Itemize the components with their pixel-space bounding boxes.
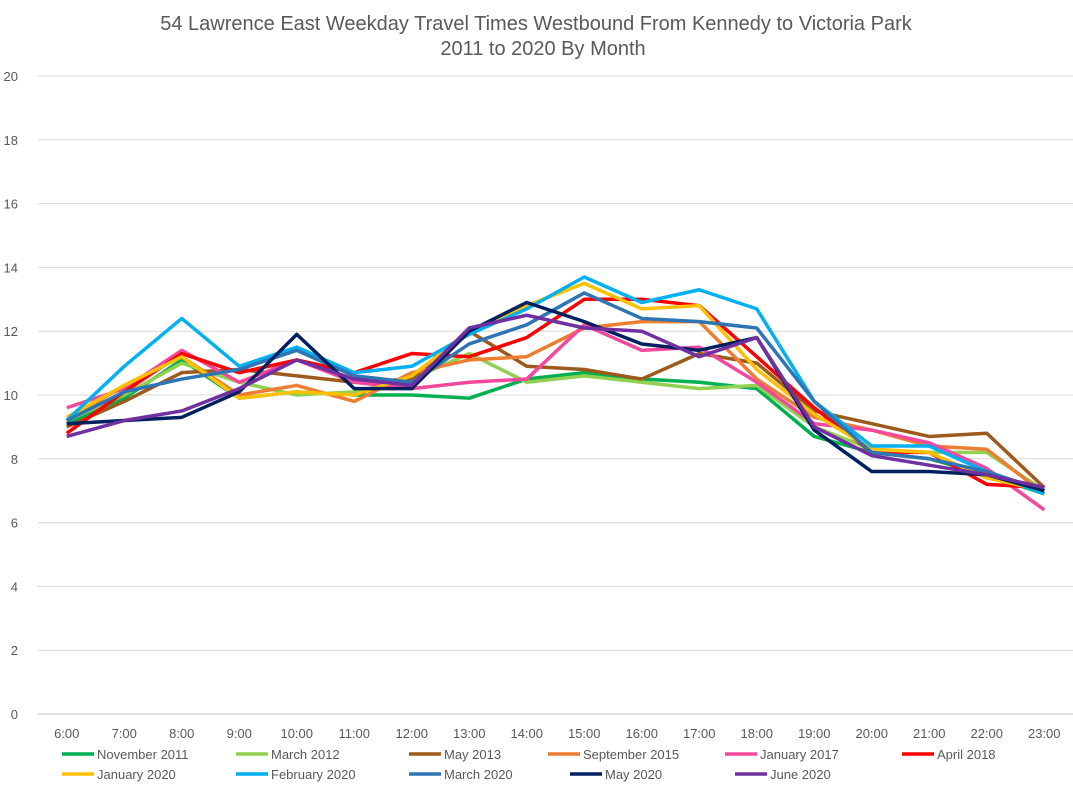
- series-line-february-2020: [65, 275, 1045, 496]
- legend-label: January 2020: [97, 767, 176, 782]
- legend-item: January 2020: [62, 767, 176, 782]
- legend-label: September 2015: [583, 747, 679, 762]
- series-line-june-2020: [66, 313, 1045, 490]
- x-tick-label: 19:00: [798, 726, 831, 741]
- legend-item: November 2011: [62, 747, 189, 762]
- x-tick-label: 7:00: [112, 726, 137, 741]
- y-tick-label: 8: [11, 452, 18, 467]
- legend-item: January 2017: [725, 747, 839, 762]
- series-line-may-2013: [66, 329, 1046, 489]
- legend-label: April 2018: [937, 747, 996, 762]
- series-line-september-2015: [65, 319, 1046, 496]
- legend-label: March 2020: [444, 767, 513, 782]
- x-tick-label: 16:00: [625, 726, 658, 741]
- y-tick-label: 10: [4, 388, 18, 403]
- y-tick-label: 2: [11, 643, 18, 658]
- legend-label: May 2013: [444, 747, 501, 762]
- legend-item: May 2020: [570, 767, 662, 782]
- x-tick-label: 21:00: [913, 726, 946, 741]
- x-tick-label: 10:00: [280, 726, 313, 741]
- x-tick-label: 17:00: [683, 726, 716, 741]
- chart-title-line1: 54 Lawrence East Weekday Travel Times We…: [160, 13, 912, 35]
- series-line-january-2017: [66, 323, 1046, 512]
- legend-item: May 2013: [409, 747, 501, 762]
- legend-label: November 2011: [97, 747, 189, 762]
- y-tick-label: 12: [4, 324, 18, 339]
- y-tick-label: 6: [11, 516, 18, 531]
- x-tick-label: 18:00: [740, 726, 773, 741]
- x-tick-label: 23:00: [1028, 726, 1061, 741]
- legend-item: February 2020: [236, 767, 356, 782]
- x-tick-label: 6:00: [54, 726, 79, 741]
- x-tick-label: 11:00: [338, 726, 370, 741]
- y-tick-label: 18: [4, 133, 18, 148]
- legend-item: September 2015: [548, 747, 679, 762]
- legend-label: March 2012: [271, 747, 340, 762]
- legend-label: May 2020: [605, 767, 662, 782]
- chart-title-line2: 2011 to 2020 By Month: [440, 38, 645, 60]
- x-tick-label: 15:00: [568, 726, 601, 741]
- legend-label: June 2020: [770, 767, 831, 782]
- legend-item: March 2012: [236, 747, 340, 762]
- x-tick-label: 13:00: [453, 726, 486, 741]
- y-tick-label: 16: [4, 197, 18, 212]
- legend-item: June 2020: [735, 767, 831, 782]
- x-tick-label: 20:00: [855, 726, 888, 741]
- y-tick-label: 20: [4, 69, 18, 84]
- x-tick-label: 12:00: [395, 726, 428, 741]
- x-tick-label: 14:00: [510, 726, 543, 741]
- x-tick-label: 8:00: [169, 726, 194, 741]
- legend-label: February 2020: [271, 767, 356, 782]
- y-tick-label: 14: [4, 260, 18, 275]
- y-tick-label: 0: [11, 707, 18, 722]
- series-line-may-2020: [66, 300, 1045, 493]
- legend-item: March 2020: [409, 767, 513, 782]
- series-line-march-2020: [65, 291, 1045, 493]
- x-tick-label: 9:00: [227, 726, 252, 741]
- x-tick-label: 22:00: [970, 726, 1003, 741]
- legend-item: April 2018: [902, 747, 996, 762]
- y-tick-label: 4: [11, 579, 18, 594]
- legend-label: January 2017: [760, 747, 839, 762]
